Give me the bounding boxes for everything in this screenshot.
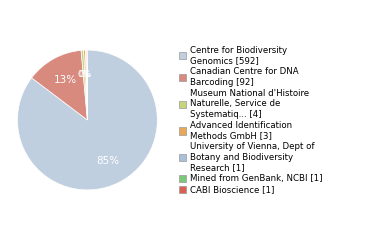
- Text: 0%: 0%: [79, 70, 92, 79]
- Wedge shape: [17, 50, 157, 190]
- Wedge shape: [84, 50, 87, 120]
- Text: 13%: 13%: [54, 75, 77, 85]
- Text: 85%: 85%: [96, 156, 119, 166]
- Wedge shape: [81, 50, 87, 120]
- Wedge shape: [86, 50, 87, 120]
- Wedge shape: [32, 50, 87, 120]
- Text: 0%: 0%: [78, 70, 91, 79]
- Legend: Centre for Biodiversity
Genomics [592], Canadian Centre for DNA
Barcoding [92], : Centre for Biodiversity Genomics [592], …: [179, 46, 322, 194]
- Wedge shape: [86, 50, 87, 120]
